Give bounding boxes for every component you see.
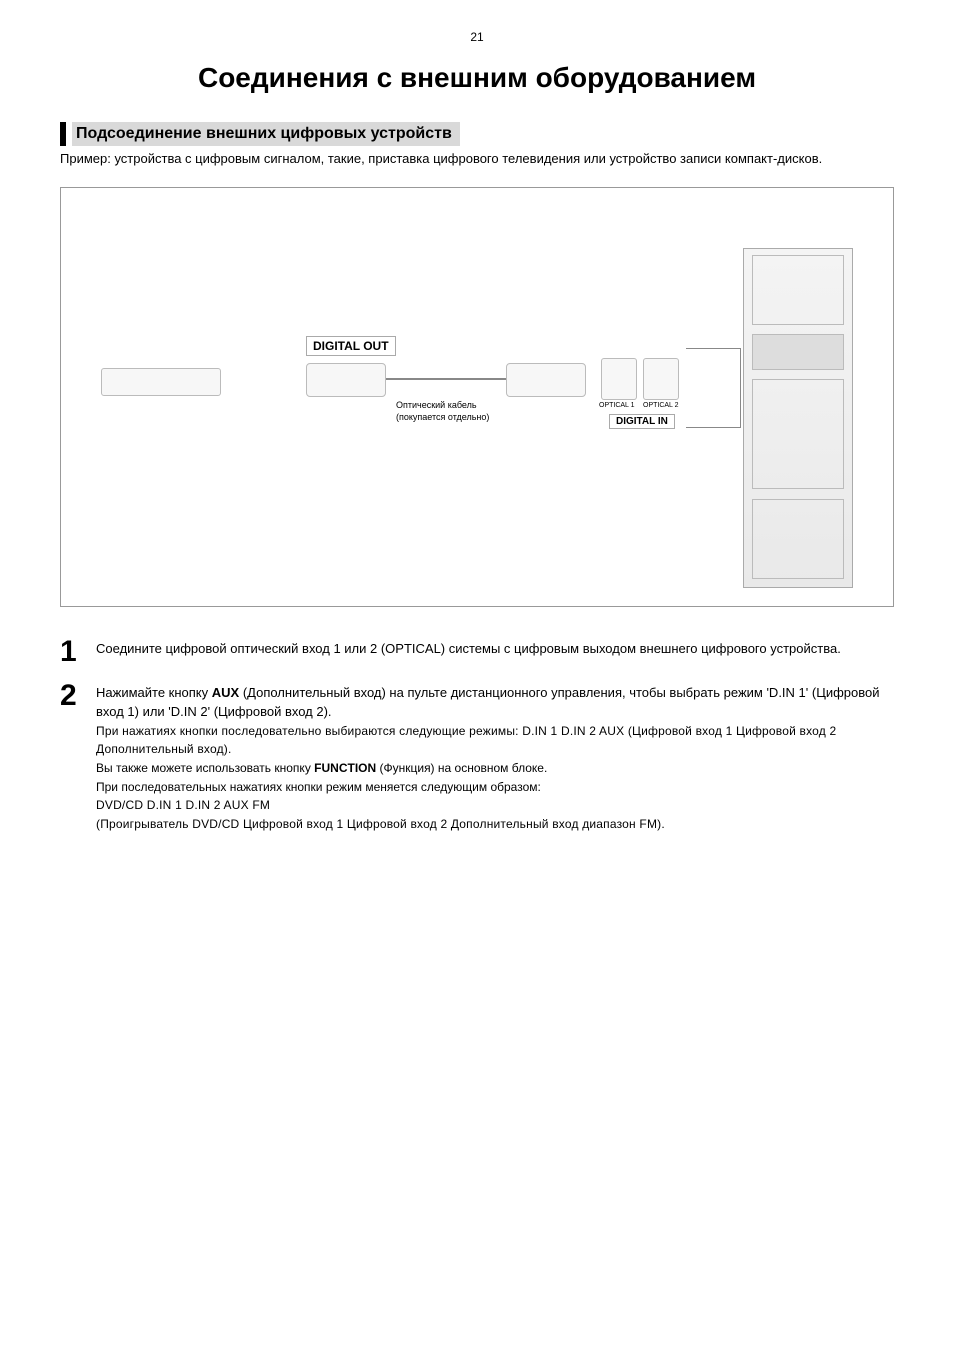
connector-right-graphic — [506, 363, 586, 397]
cable-caption-line1: Оптический кабель — [396, 400, 477, 410]
step-2-number: 2 — [60, 681, 96, 711]
step-2-sub4: DVD/CD D.IN 1 D.IN 2 AUX FM — [96, 796, 894, 815]
step-1-number: 1 — [60, 637, 96, 667]
optical-port-1-graphic — [601, 358, 637, 400]
source-device-graphic — [101, 368, 221, 396]
step-1: 1 Соедините цифровой оптический вход 1 и… — [60, 637, 894, 667]
step-2-sub5: (Проигрыватель DVD/CD Цифровой вход 1 Ци… — [96, 815, 894, 834]
system-tower-graphic — [743, 248, 853, 588]
tower-panel-section — [752, 334, 844, 370]
cable-line-graphic — [386, 378, 506, 380]
step-2-sub2-suffix: (Функция) на основном блоке. — [376, 761, 547, 775]
section-accent-bar — [60, 122, 66, 146]
cable-caption-line2: (покупается отдельно) — [396, 412, 489, 422]
step-2: 2 Нажимайте кнопку AUX (Дополнительный в… — [60, 681, 894, 834]
cable-caption: Оптический кабель (покупается отдельно) — [396, 400, 489, 423]
step-2-sub2-prefix: Вы также можете использовать кнопку — [96, 761, 314, 775]
bracket-graphic — [686, 348, 741, 428]
step-2-sub2: Вы также можете использовать кнопку FUNC… — [96, 759, 894, 778]
step-2-function-bold: FUNCTION — [314, 761, 376, 775]
tower-mid-section — [752, 379, 844, 489]
optical-port-1-label: OPTICAL 1 — [599, 402, 635, 409]
section-header: Подсоединение внешних цифровых устройств — [60, 122, 894, 146]
tower-low-section — [752, 499, 844, 579]
step-2-sub1: При нажатиях кнопки последовательно выби… — [96, 722, 894, 759]
page-title: Соединения с внешним оборудованием — [60, 62, 894, 94]
page-number: 21 — [60, 30, 894, 44]
step-2-main-prefix: Нажимайте кнопку — [96, 685, 212, 700]
step-2-sub3: При последовательных нажатиях кнопки реж… — [96, 778, 894, 797]
intro-paragraph: Пример: устройства с цифровым сигналом, … — [60, 150, 894, 169]
step-1-text: Соедините цифровой оптический вход 1 или… — [96, 637, 841, 659]
connector-left-graphic — [306, 363, 386, 397]
optical-port-2-label: OPTICAL 2 — [643, 402, 679, 409]
tower-top-section — [752, 255, 844, 325]
step-2-aux-bold: AUX — [212, 685, 239, 700]
connection-diagram: DIGITAL OUT Оптический кабель (покупаетс… — [60, 187, 894, 607]
step-2-main: Нажимайте кнопку AUX (Дополнительный вхо… — [96, 683, 894, 722]
digital-in-label: DIGITAL IN — [609, 414, 675, 429]
section-title: Подсоединение внешних цифровых устройств — [72, 122, 460, 146]
digital-out-label: DIGITAL OUT — [306, 336, 396, 356]
step-2-body: Нажимайте кнопку AUX (Дополнительный вхо… — [96, 681, 894, 834]
optical-port-2-graphic — [643, 358, 679, 400]
